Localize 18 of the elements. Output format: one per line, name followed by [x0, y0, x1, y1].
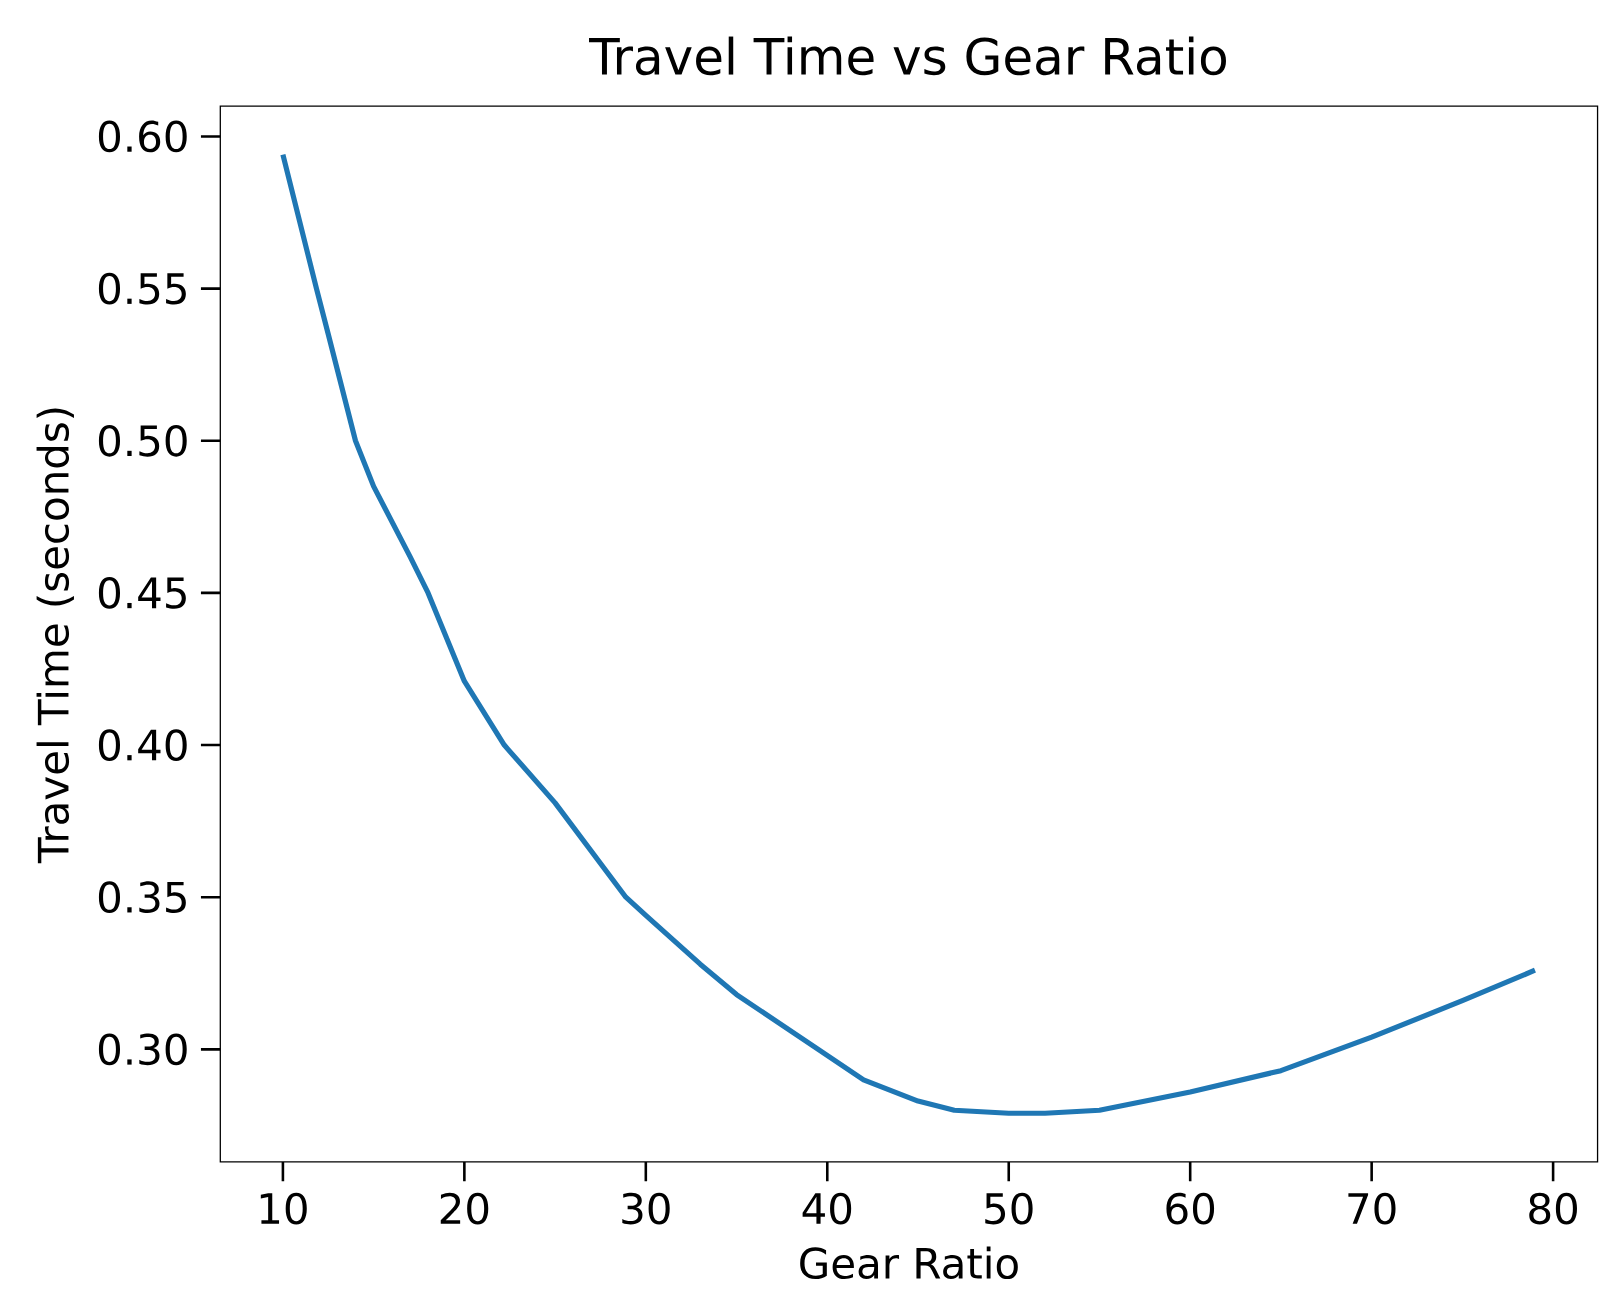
x-tick-label: 60 — [1166, 1192, 1215, 1225]
chart-title: Travel Time vs Gear Ratio — [589, 36, 1226, 76]
y-tick-label: 0.60 — [98, 120, 187, 153]
y-tick-label: 0.50 — [98, 425, 187, 457]
y-tick-label: 0.35 — [98, 881, 186, 914]
x-tick-label: 30 — [622, 1192, 670, 1225]
x-tick-label: 40 — [802, 1192, 852, 1225]
y-tick-label: 0.55 — [98, 272, 186, 305]
x-tick-label: 20 — [440, 1192, 489, 1225]
y-tick-label: 0.30 — [98, 1033, 187, 1066]
y-tick-label: 0.45 — [98, 577, 186, 609]
x-tick-label: 50 — [985, 1192, 1033, 1225]
x-tick-label: 70 — [1348, 1192, 1396, 1225]
x-tick-label: 10 — [260, 1192, 307, 1225]
x-tick-label: 80 — [1529, 1192, 1577, 1225]
x-axis-title: Gear Ratio — [800, 1246, 1018, 1280]
y-axis-title: Travel Time (seconds) — [36, 408, 74, 864]
y-tick-label: 0.40 — [98, 729, 187, 762]
